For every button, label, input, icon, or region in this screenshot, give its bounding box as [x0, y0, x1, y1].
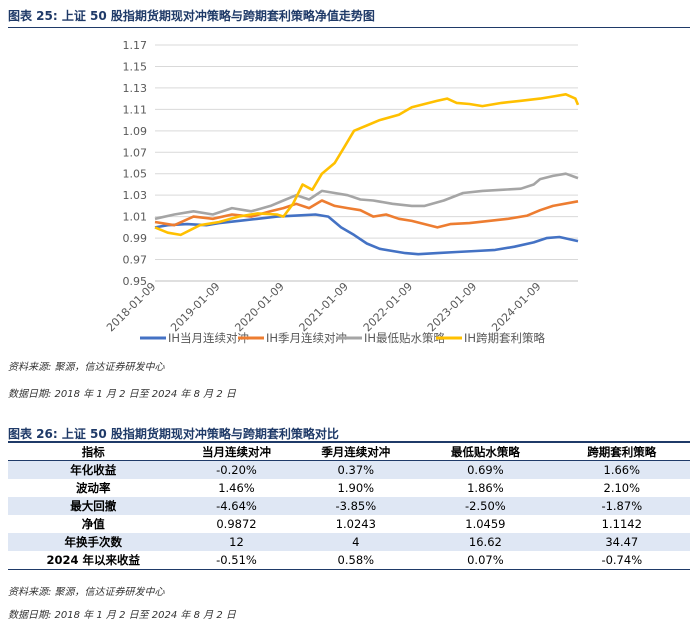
header-cell: 季月连续对冲: [294, 441, 418, 461]
table-cell: 2.10%: [603, 481, 641, 495]
row-label: 最大回撤: [8, 497, 179, 515]
line-chart: 0.95 0.97 0.99 1.01 1.03 1.05 1.07 1.09 1.11 1.13…: [104, 39, 580, 345]
table-cell: -1.87%: [553, 497, 690, 515]
table-row: 2024 年以来收益 -0.51% 0.58% 0.07% -0.74%: [8, 551, 690, 570]
table-row: 净值 0.9872 1.0243 1.0459 1.1142: [8, 515, 690, 533]
table-cell: 0.37%: [294, 460, 418, 479]
y-tick-label: 1.13: [123, 82, 148, 95]
table-row: 年换手次数 12 4 16.62 34.47: [8, 533, 690, 551]
series-line-1: [154, 213, 579, 256]
x-tick-label: 2023-01-09: [425, 280, 479, 334]
table-cell: 4: [294, 533, 418, 551]
table-cell: 34.47: [553, 533, 690, 551]
legend-label: IH最低贴水策略: [364, 331, 446, 345]
table-source-note: 资料来源: 聚源，信达证券研发中心: [8, 587, 165, 598]
table-cell: -4.64%: [178, 497, 295, 515]
row-label: 2024 年以来收益: [8, 551, 179, 570]
header-cell: 指标: [8, 441, 179, 461]
series-line-4: [154, 93, 580, 237]
x-tick-label: 2021-01-09: [297, 280, 351, 334]
x-tick-label: 2022-01-09: [361, 280, 415, 334]
table-cell: 1.1142: [601, 517, 642, 531]
y-tick-label: 0.97: [123, 254, 148, 267]
table-cell: 16.62: [417, 533, 554, 551]
table-cell: 1.46%: [218, 481, 255, 495]
row-label: 波动率: [76, 481, 111, 495]
table-header-row: 指标 当月连续对冲 季月连续对冲 最低贴水策略 跨期套利策略: [8, 441, 690, 461]
x-tick-label: 2020-01-09: [232, 280, 286, 334]
y-tick-label: 0.95: [123, 275, 148, 288]
table-row: 波动率 1.46% 1.90% 1.86% 2.10%: [8, 479, 690, 497]
legend-label: IH跨期套利策略: [464, 331, 546, 345]
table-cell: 0.9872: [216, 517, 257, 531]
header-cell: 最低贴水策略: [417, 441, 554, 461]
table-row: 年化收益 -0.20% 0.37% 0.69% 1.66%: [8, 460, 690, 479]
table-cell: 1.0243: [335, 517, 376, 531]
header-cell: 当月连续对冲: [178, 441, 295, 461]
figure-source-note: 资料来源: 聚源，信达证券研发中心: [8, 362, 165, 373]
figure-title-rule: [8, 27, 690, 28]
x-tick-label: 2019-01-09: [168, 280, 222, 334]
header-cell: 跨期套利策略: [553, 441, 690, 461]
table-cell: 12: [178, 533, 295, 551]
table-cell: -0.20%: [178, 460, 295, 479]
x-tick-label: 2018-01-09: [104, 280, 158, 334]
table-cell: 1.66%: [553, 460, 690, 479]
y-tick-label: 1.15: [123, 60, 148, 73]
comparison-table: 指标 当月连续对冲 季月连续对冲 最低贴水策略 跨期套利策略 年化收益 -0.2…: [8, 441, 690, 570]
legend-label: IH季月连续对冲: [266, 331, 347, 345]
figure-date-note: 数据日期: 2018 年 1 月 2 日至 2024 年 8 月 2 日: [8, 389, 236, 400]
y-tick-label: 0.99: [123, 232, 148, 245]
row-label: 净值: [81, 517, 105, 531]
y-tick-label: 1.03: [123, 189, 148, 202]
table-cell: -0.74%: [553, 551, 690, 570]
table-cell: -3.85%: [294, 497, 418, 515]
table-cell: 1.90%: [337, 481, 375, 495]
row-label: 年化收益: [8, 460, 179, 479]
table-cell: -2.50%: [417, 497, 554, 515]
y-tick-label: 1.07: [123, 146, 148, 159]
table-cell: 1.86%: [467, 481, 504, 495]
y-tick-label: 1.01: [123, 211, 148, 224]
table-cell: 0.07%: [417, 551, 554, 570]
table-cell: -0.51%: [178, 551, 295, 570]
table-date-note: 数据日期: 2018 年 1 月 2 日至 2024 年 8 月 2 日: [8, 610, 236, 621]
x-tick-label: 2024-01-09: [489, 280, 543, 334]
y-tick-label: 1.17: [123, 39, 148, 52]
table-cell: 1.0459: [465, 517, 506, 531]
table-cell: 0.69%: [417, 460, 554, 479]
table-title: 图表 26: 上证 50 股指期货期现对冲策略与跨期套利策略对比: [8, 427, 339, 441]
table-cell: 0.58%: [294, 551, 418, 570]
y-tick-label: 1.05: [123, 168, 148, 181]
table-row: 最大回撤 -4.64% -3.85% -2.50% -1.87%: [8, 497, 690, 515]
row-label: 年换手次数: [8, 533, 179, 551]
y-tick-label: 1.09: [123, 125, 148, 138]
y-tick-label: 1.11: [123, 103, 148, 116]
series-line-3: [154, 172, 579, 221]
legend-label: IH当月连续对冲: [168, 331, 249, 345]
figure-title: 图表 25: 上证 50 股指期货期现对冲策略与跨期套利策略净值走势图: [8, 9, 375, 23]
